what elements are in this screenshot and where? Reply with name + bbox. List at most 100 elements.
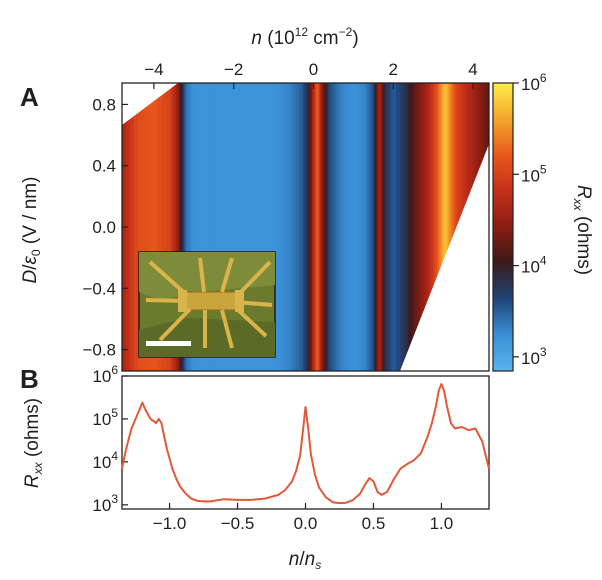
heatmap-cell	[281, 83, 287, 371]
heatmap-cell	[387, 83, 390, 371]
heatmap-cell	[417, 83, 421, 371]
heatmap-cell	[396, 83, 400, 371]
heatmap-cell	[323, 83, 327, 371]
heatmap-cell	[221, 83, 229, 371]
line-plot-y-tick-label: 103	[92, 492, 118, 515]
heatmap-y-tick-label: −0.4	[82, 279, 116, 298]
heatmap-cell	[165, 83, 171, 371]
heatmap-cell	[189, 83, 193, 371]
heatmap-cell	[435, 83, 438, 371]
heatmap-cell	[441, 83, 444, 371]
heatmap-cell	[125, 83, 131, 371]
heatmap-cell	[318, 83, 321, 371]
heatmap-cell	[215, 83, 223, 371]
heatmap-cell	[454, 83, 457, 371]
heatmap-cell	[149, 83, 155, 371]
heatmap-cell	[248, 83, 255, 371]
heatmap-cell	[253, 83, 260, 371]
heatmap-cell	[385, 83, 388, 371]
line-plot-y-tick-label: 105	[92, 406, 118, 429]
heatmap-cell	[227, 83, 235, 371]
heatmap-top-tick-label: 4	[468, 60, 477, 79]
heatmap-cell	[332, 83, 337, 371]
heatmap-top-tick-label: −4	[144, 60, 163, 79]
heatmap-cell	[137, 83, 143, 371]
heatmap-cell	[371, 83, 374, 371]
heatmap-cell	[362, 83, 366, 371]
heatmap-columns	[122, 83, 489, 371]
heatmap-cell	[359, 83, 363, 371]
heatmap-cell	[325, 83, 329, 371]
heatmap-blank-top-left	[122, 83, 178, 125]
series-rxx-line	[121, 383, 490, 505]
heatmap-cell	[420, 83, 424, 371]
heatmap-cell	[452, 83, 455, 371]
heatmap-cell	[373, 83, 376, 371]
heatmap-y-axis-title: D/ε0 (V / nm)	[20, 177, 43, 284]
heatmap-cell	[273, 83, 279, 371]
heatmap-cell	[377, 83, 380, 371]
heatmap-cell	[446, 83, 449, 371]
heatmap-cell	[311, 83, 315, 371]
line-plot-x-tick-label: 0.5	[362, 514, 386, 533]
colorbar-tick-label: 106	[521, 71, 547, 94]
heatmap-cell	[314, 83, 317, 371]
heatmap-y-ticks: 0.8 0.4 0.0 −0.4 −0.8	[82, 95, 128, 360]
heatmap-cell	[313, 83, 316, 371]
heatmap-top-tick-label: −2	[224, 60, 243, 79]
heatmap-cell	[171, 83, 175, 371]
heatmap-top-axis-title: n (1012 cm−2)	[251, 25, 358, 49]
heatmap-cell	[448, 83, 451, 371]
line-plot-x-tick-label: 1.0	[430, 514, 454, 533]
heatmap-cell	[177, 83, 181, 371]
heatmap-cell	[380, 83, 383, 371]
heatmap-cell	[379, 83, 382, 371]
heatmap-cell	[350, 83, 354, 371]
heatmap-blank-bottom-right	[400, 144, 489, 371]
colorbar-ticks: 106 105 104 103	[513, 71, 547, 368]
heatmap-cell	[383, 83, 386, 371]
colorbar-tick-label: 103	[521, 345, 547, 368]
heatmap-cell	[411, 83, 415, 371]
heatmap-cell	[243, 83, 250, 371]
heatmap-cell	[315, 83, 318, 371]
heatmap-cell	[175, 83, 179, 371]
heatmap-cell	[301, 83, 304, 371]
heatmap-cell	[307, 83, 310, 371]
heatmap-cell	[335, 83, 340, 371]
heatmap-cell	[205, 83, 211, 371]
heatmap-top-ticks: −4 −2 0 2 4	[144, 60, 478, 89]
heatmap-cell	[201, 83, 207, 371]
heatmap-cell	[173, 83, 177, 371]
colorbar-tick-label: 105	[521, 162, 547, 185]
heatmap-cell	[289, 83, 294, 371]
line-plot-x-tick-label: −1.0	[153, 514, 187, 533]
heatmap-cell	[233, 83, 240, 371]
heatmap-cell	[389, 83, 392, 371]
heatmap-cell	[408, 83, 412, 371]
heatmap-cell	[263, 83, 270, 371]
heatmap-cell	[209, 83, 217, 371]
heatmap-cell	[153, 83, 159, 371]
line-plot-x-tick-label: −0.5	[221, 514, 255, 533]
heatmap-cell	[197, 83, 203, 371]
heatmap-cell	[320, 83, 323, 371]
heatmap-cell	[449, 83, 452, 371]
heatmap-cell	[439, 83, 442, 371]
heatmap-cell	[445, 83, 448, 371]
heatmap-cell	[399, 83, 403, 371]
heatmap-cell	[433, 83, 436, 371]
line-plot-frame	[121, 375, 490, 510]
line-plot-y-tick-label: 106	[92, 363, 118, 386]
heatmap-cell	[443, 83, 446, 371]
heatmap-cell	[169, 83, 173, 371]
heatmap-cell	[382, 83, 385, 371]
heatmap-cell	[319, 83, 322, 371]
heatmap-cell	[429, 83, 432, 371]
heatmap-top-tick-label: 0	[309, 60, 318, 79]
colorbar-title: Rxx (ohms)	[571, 185, 594, 275]
heatmap-cell	[185, 83, 189, 371]
heatmap-cell	[179, 83, 183, 371]
heatmap-cell	[347, 83, 351, 371]
